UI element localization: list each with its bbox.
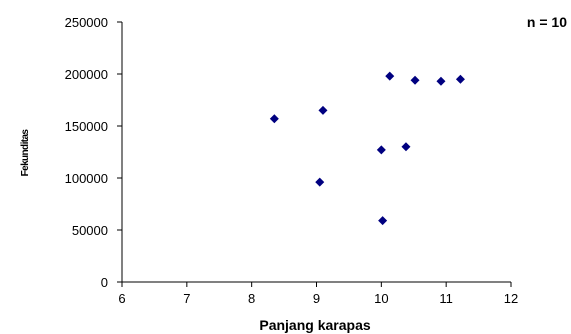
y-tick-label: 150000 <box>65 119 108 134</box>
data-point-9 <box>436 76 446 86</box>
x-axis-ticks: 6 7 8 9 10 11 12 <box>118 282 518 306</box>
x-tick-label: 12 <box>504 291 518 306</box>
data-points <box>269 71 465 226</box>
data-point-4 <box>376 145 386 155</box>
sample-size-annotation: n = 10 <box>527 14 567 30</box>
data-point-7 <box>401 142 411 152</box>
data-point-5 <box>378 216 388 226</box>
x-axis-title: Panjang karapas <box>259 317 370 333</box>
y-tick-label: 250000 <box>65 15 108 30</box>
y-tick-label: 0 <box>101 275 108 290</box>
y-axis-title: Fekunditas <box>20 129 31 177</box>
x-tick-label: 6 <box>118 291 125 306</box>
data-point-3 <box>318 105 328 115</box>
data-point-1 <box>269 114 279 124</box>
x-tick-label: 10 <box>374 291 388 306</box>
data-point-10 <box>455 74 465 84</box>
y-tick-label: 200000 <box>65 67 108 82</box>
x-tick-label: 7 <box>183 291 190 306</box>
data-point-6 <box>385 71 395 81</box>
data-point-8 <box>410 75 420 85</box>
y-tick-label: 50000 <box>72 223 108 238</box>
x-tick-label: 8 <box>248 291 255 306</box>
axes: 6 7 8 9 10 11 12 0 50000 100000 150000 200000 25000… <box>65 15 519 306</box>
x-tick-label: 9 <box>313 291 320 306</box>
y-axis-ticks: 0 50000 100000 150000 200000 250000 <box>65 15 122 290</box>
y-tick-label: 100000 <box>65 171 108 186</box>
x-tick-label: 11 <box>439 291 453 306</box>
data-point-2 <box>315 177 325 187</box>
